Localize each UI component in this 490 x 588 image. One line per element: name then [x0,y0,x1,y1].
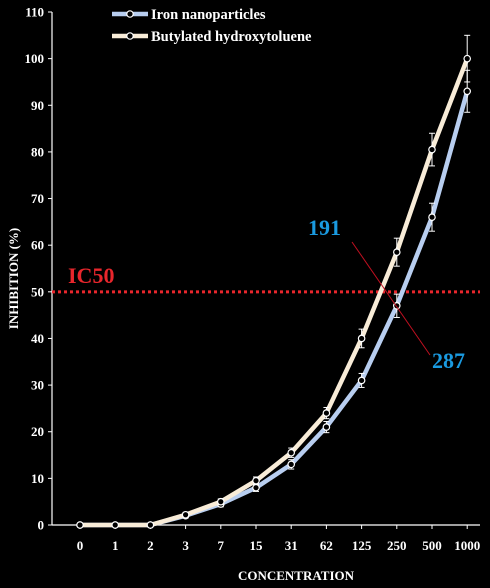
axes: 0 10 20 30 40 50 60 70 80 90 100 110 0 1 2 3 7 15 31 62 125 2… [6,5,480,584]
y-tick-label: 100 [25,51,45,66]
annotation-layer: 191 287 [308,215,465,373]
y-axis-title: INHIBITION (%) [6,228,21,330]
data-point [111,521,120,529]
y-tick-label: 30 [31,378,44,393]
legend-marker [126,32,134,40]
legend-label: Butylated hydroxytoluene [151,29,312,45]
callout-287: 287 [432,348,465,373]
series-line [77,56,470,528]
ic50-label: IC50 [68,263,114,288]
y-tick-label: 0 [38,518,45,533]
legend-marker [126,10,134,18]
data-point [252,476,260,485]
y-tick-label: 90 [31,98,44,113]
data-point [76,521,84,529]
x-tick-label: 62 [320,538,333,553]
data-point [392,248,401,256]
x-tick-label: 7 [218,538,225,553]
y-tick-label: 20 [31,424,44,439]
series-layer [76,34,472,529]
x-tick-label: 250 [387,538,407,553]
series-iron-nanoparticles [76,69,472,529]
data-point [428,213,436,222]
x-tick-label: 125 [352,538,372,553]
series-line [77,89,470,528]
ic50-reference: IC50 [52,263,480,294]
x-tick-label: 15 [250,538,264,553]
data-point [252,483,260,492]
data-point [146,521,155,529]
y-tick-label: 80 [31,144,44,159]
x-tick-label: 0 [77,538,84,553]
x-tick-label: 2 [147,538,154,553]
y-tick-label: 60 [31,238,44,253]
x-tick-label: 500 [422,538,442,553]
leader-line-191 [351,241,431,356]
x-tick-label: 3 [182,538,189,553]
callout-191: 191 [308,215,341,240]
y-tick-label: 40 [31,331,44,346]
x-tick-label: 31 [285,538,298,553]
data-point [322,423,331,431]
data-point [463,54,472,63]
y-tick-label: 10 [31,471,44,486]
y-tick-label: 50 [31,284,44,299]
x-axis-title: CONCENTRATION [238,568,355,583]
data-point [463,87,472,96]
legend-label: Iron nanoparticles [151,7,266,23]
legend: Iron nanoparticles Butylated hydroxytolue… [112,7,312,45]
data-point [357,376,366,385]
x-tick-label: 1 [112,538,119,553]
series-butylated-hydroxytoluene [76,34,472,529]
y-tick-label: 110 [25,5,44,20]
data-point [181,510,190,519]
data-point [217,497,225,506]
data-point [322,409,331,417]
data-point [287,448,296,457]
data-point [428,145,436,154]
y-tick-label: 70 [31,191,44,206]
data-point [357,334,366,343]
x-tick-label: 1000 [454,538,480,553]
data-point [287,460,296,469]
